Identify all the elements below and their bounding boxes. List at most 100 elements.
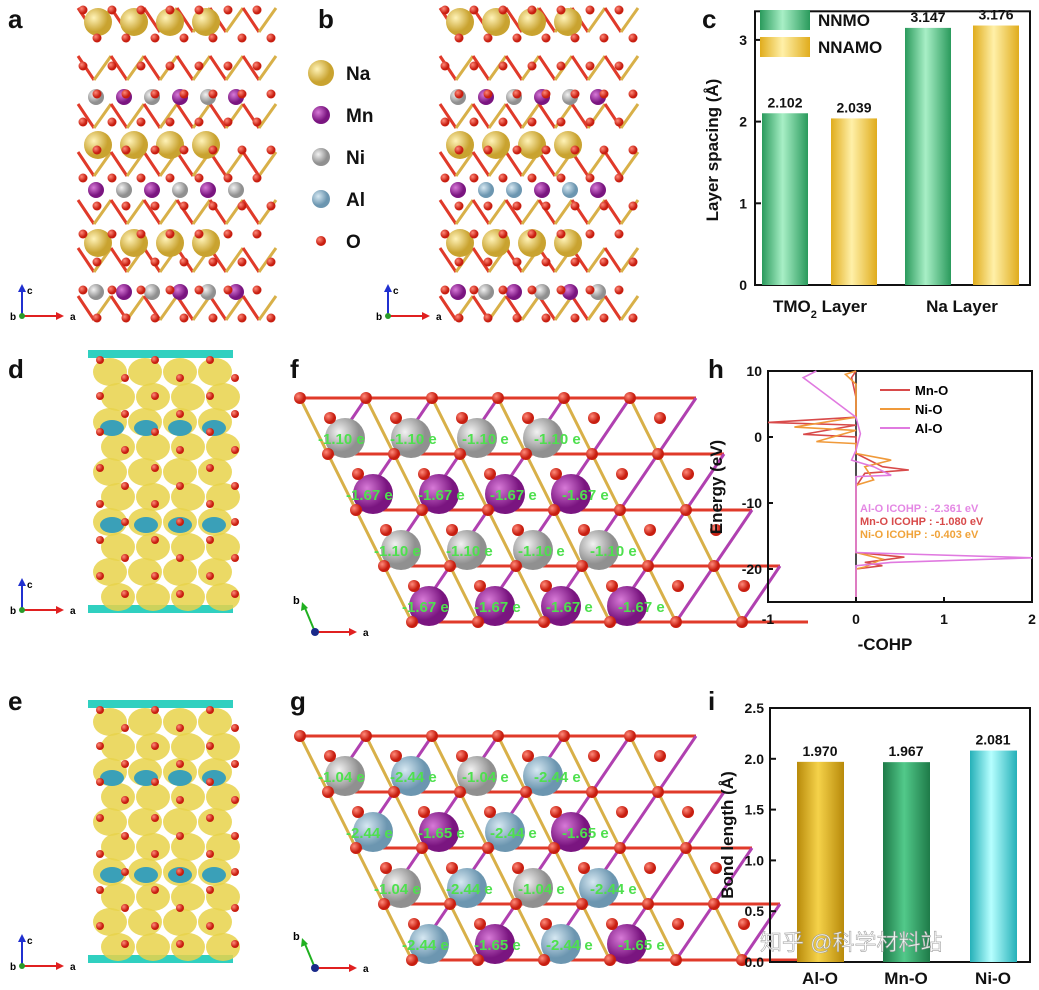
isosurface-edge [88,350,233,358]
isosurface-blue [202,517,226,533]
bond [619,295,640,321]
isosurface-blob [206,483,240,511]
isosurface-blob [163,558,197,586]
atom-o [136,5,146,15]
atom-o [538,616,550,628]
atom-o [578,524,590,536]
atom-o [176,760,184,768]
atom-na [120,8,148,36]
atom-ni [116,182,132,198]
atom-ni [457,756,497,796]
bond [674,565,716,623]
bond [537,295,557,321]
atom-o [440,285,450,295]
data-label: 3.147 [910,9,945,25]
atom-o [558,730,570,742]
bond [684,847,716,905]
panel-label-a: a [8,4,23,34]
bond [125,55,146,81]
atom-mn [312,106,330,124]
y-tick-label: 10 [746,363,762,379]
atom-o [614,842,626,854]
bond [76,247,96,273]
atom-o [492,392,504,404]
atom-o [165,117,175,127]
atom-mn [485,474,525,514]
atom-o [440,173,450,183]
bond [656,397,698,455]
bond [684,509,716,567]
atom-o [121,518,129,526]
atom-o [390,412,402,424]
atom-ni [447,530,487,570]
atom-ni [523,418,563,458]
atom-o [121,940,129,948]
plot-frame [767,370,1033,603]
atom-o [522,412,534,424]
isosurface-blob [128,908,162,936]
atom-o [416,842,428,854]
bond [142,55,162,81]
atom-o [165,5,175,15]
atom-o [176,724,184,732]
atom-o [206,428,214,436]
atom-o [176,446,184,454]
atomic-charge-label: -1.65 e [474,937,521,954]
atom-o [266,33,276,43]
bar-nnmo [762,113,808,285]
isosurface-blue [202,420,226,436]
atom-o [96,922,104,930]
atom-o [578,862,590,874]
atom-o [206,392,214,400]
atom-o [107,285,117,295]
atom-o [670,616,682,628]
atom-o [472,954,484,966]
charge-density-structure [88,350,240,613]
atom-o [151,886,159,894]
atom-o [324,412,336,424]
y-tick-label: 1.5 [745,802,765,818]
atom-mn [590,182,606,198]
atom-o [512,89,522,99]
atom-o [252,117,262,127]
bond [76,199,96,225]
atomic-charge-label: -2.44 e [490,825,537,842]
atom-o [454,786,466,798]
atom-o [454,201,464,211]
b-axis-dot [19,963,25,969]
bond [590,735,632,793]
isosurface-blue [202,867,226,883]
atom-o [599,257,609,267]
isosurface-blob [93,458,127,486]
atom-o [92,145,102,155]
atom-o [107,5,117,15]
atom-mn [450,284,466,300]
isosurface-blob [171,733,205,761]
c-axis-head [18,578,26,586]
isosurface-blob [206,883,240,911]
legend-item-mn: Mn [312,106,373,127]
bond [562,397,594,455]
panel-label-h: h [708,354,724,384]
bond [92,199,113,225]
atom-o [680,504,692,516]
bond [570,295,590,321]
y-axis-label: Bond length (Å) [718,771,737,898]
atom-o [231,374,239,382]
atom-o [644,524,656,536]
atom-mn [551,474,591,514]
atom-o [588,750,600,762]
atom-o [708,560,720,572]
y-tick-label: 0.0 [745,954,765,970]
atom-o [380,862,392,874]
bond [603,295,623,321]
atom-o [96,536,104,544]
y-tick-label: 3 [739,32,747,48]
bond [603,55,623,81]
axis-triad: c b a [376,284,442,323]
atom-o [208,257,218,267]
atom-o [556,285,566,295]
bond [603,7,623,33]
panel-label-b: b [318,4,334,34]
